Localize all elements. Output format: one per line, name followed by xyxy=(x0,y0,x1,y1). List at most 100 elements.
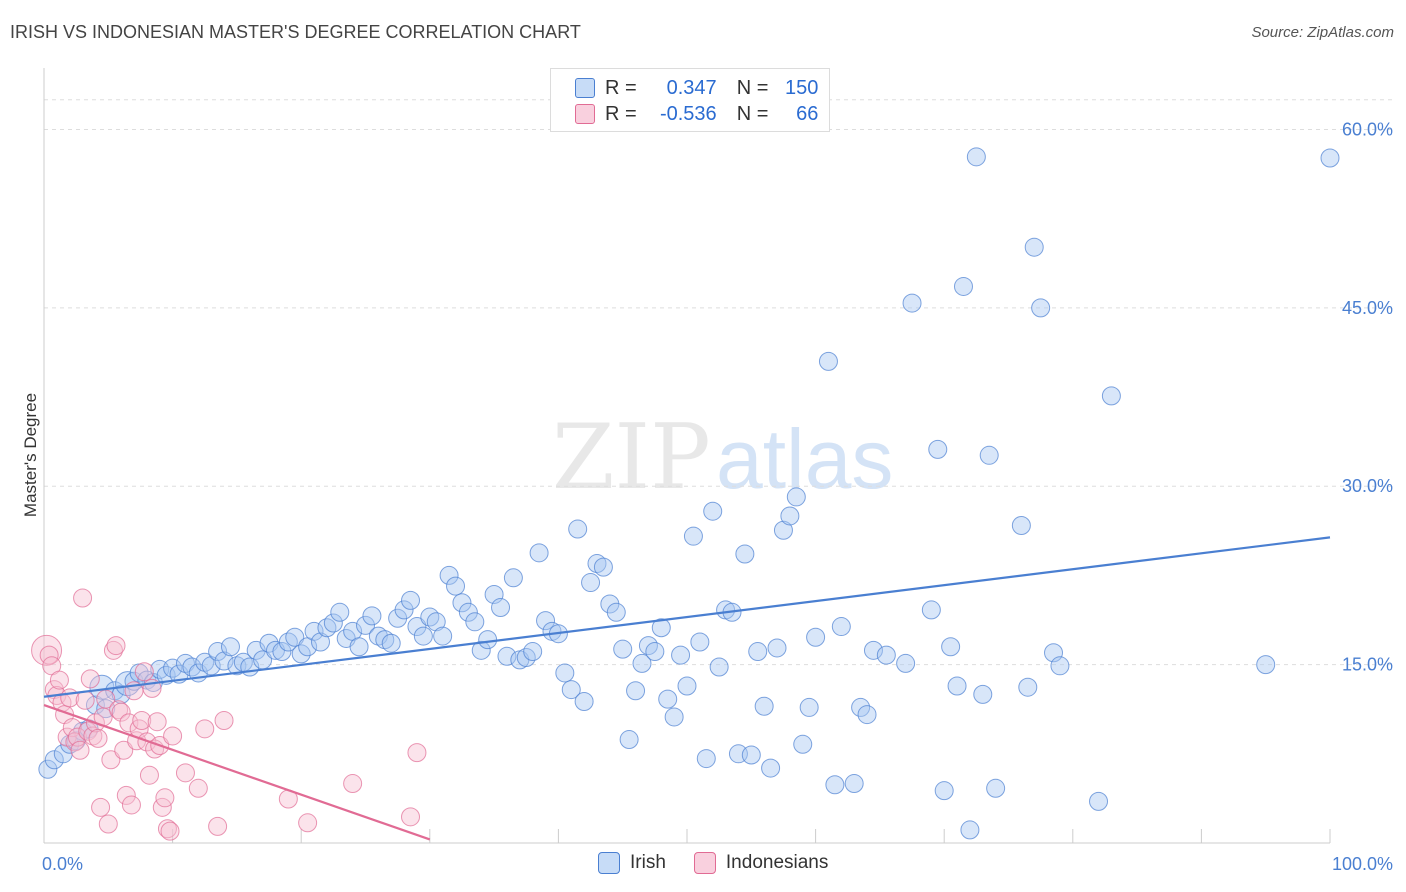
irish-point xyxy=(947,676,967,696)
irish-point xyxy=(1320,148,1340,168)
indonesian-point xyxy=(121,795,141,815)
irish-point xyxy=(703,501,723,521)
axes xyxy=(43,68,1331,844)
legend-swatch-indonesians xyxy=(575,104,595,124)
irish-point xyxy=(645,642,665,662)
indonesian-point xyxy=(134,662,154,682)
irish-point xyxy=(960,820,980,840)
irish-point xyxy=(523,642,543,662)
irish-point xyxy=(818,351,838,371)
irish-point xyxy=(1011,515,1031,535)
irish-point xyxy=(407,617,427,637)
indonesian-point xyxy=(214,711,234,731)
irish-point xyxy=(491,598,511,618)
irish-point xyxy=(780,506,800,526)
irish-point xyxy=(208,642,228,662)
indonesian-point xyxy=(106,636,126,656)
irish-point xyxy=(362,606,382,626)
irish-point xyxy=(831,617,851,637)
irish-point xyxy=(1050,656,1070,676)
irish-point xyxy=(709,657,729,677)
irish-point xyxy=(799,697,819,717)
indonesian-point xyxy=(91,797,111,817)
y-tick-label: 30.0% xyxy=(1342,476,1393,496)
source-label: Source: ZipAtlas.com xyxy=(1251,24,1394,41)
irish-point xyxy=(304,621,324,641)
irish-point xyxy=(38,759,58,779)
irish-point xyxy=(1031,298,1051,318)
irish-point xyxy=(1256,655,1276,675)
irish-point xyxy=(220,637,240,657)
irish-point xyxy=(928,439,948,459)
legend-row-irish: R = 0.347 N = 150 xyxy=(575,75,818,101)
irish-point xyxy=(381,633,401,653)
irish-point xyxy=(973,684,993,704)
chart-title: IRISH VS INDONESIAN MASTER'S DEGREE CORR… xyxy=(10,22,581,42)
irish-point xyxy=(606,602,626,622)
irish-point xyxy=(941,637,961,657)
indonesian-point xyxy=(70,740,90,760)
irish-point xyxy=(651,618,671,638)
indonesian-point xyxy=(88,728,108,748)
irish-point xyxy=(690,632,710,652)
trend-lines xyxy=(43,536,1331,841)
indonesian-point xyxy=(343,774,363,794)
irish-point xyxy=(426,612,446,632)
watermark: ZIP atlas xyxy=(552,405,893,510)
irish-point xyxy=(876,645,896,665)
irish-point xyxy=(561,680,581,700)
irish-point xyxy=(921,600,941,620)
irish-point xyxy=(664,707,684,727)
irish-point xyxy=(677,676,697,696)
irish-point xyxy=(330,602,350,622)
irish-point xyxy=(568,519,588,539)
indonesian-point xyxy=(208,816,228,836)
indonesian-point xyxy=(163,726,183,746)
irish-point xyxy=(626,681,646,701)
irish-point xyxy=(979,445,999,465)
irish-point xyxy=(394,600,414,620)
legend-swatch-irish xyxy=(598,852,620,874)
irish-point xyxy=(857,705,877,725)
irish-point xyxy=(201,656,221,676)
indonesian-point xyxy=(49,670,69,690)
legend-r-value-indonesians: -0.536 xyxy=(659,102,717,125)
indonesian-point xyxy=(109,700,129,720)
irish-point xyxy=(658,689,678,709)
legend-n-value-indonesians: 66 xyxy=(796,102,819,125)
irish-point xyxy=(851,697,871,717)
indonesian-point xyxy=(139,765,159,785)
legend-n-value-irish: 150 xyxy=(785,76,819,99)
irish-point xyxy=(291,644,311,664)
irish-point xyxy=(825,775,845,795)
irish-point xyxy=(683,526,703,546)
irish-point xyxy=(696,749,716,769)
irish-point xyxy=(806,627,826,647)
irish-point xyxy=(44,750,64,770)
irish-point xyxy=(587,554,607,574)
legend-r-value-irish: 0.347 xyxy=(666,76,717,99)
indonesian-point xyxy=(157,819,177,839)
irish-points xyxy=(38,147,1340,840)
tick-labels: 15.0% 30.0% 45.0% 60.0% 0.0% 100.0% xyxy=(42,119,1393,874)
irish-point xyxy=(60,734,80,754)
irish-point xyxy=(619,730,639,750)
irish-point xyxy=(761,758,781,778)
irish-point xyxy=(433,626,453,646)
indonesian-point xyxy=(116,785,136,805)
indonesian-point xyxy=(98,814,118,834)
irish-point xyxy=(465,612,485,632)
legend-n-label: N = xyxy=(736,76,769,99)
legend-label-indonesians: Indonesians xyxy=(725,852,829,873)
irish-trend-line xyxy=(43,536,1331,698)
irish-point xyxy=(555,663,575,683)
irish-point xyxy=(452,593,472,613)
indonesian-point xyxy=(73,588,93,608)
irish-point xyxy=(439,565,459,585)
irish-point xyxy=(446,576,466,596)
irish-point xyxy=(285,627,305,647)
indonesian-points xyxy=(31,588,427,841)
irish-point xyxy=(844,774,864,794)
series-legend: Irish Indonesians xyxy=(598,852,828,874)
